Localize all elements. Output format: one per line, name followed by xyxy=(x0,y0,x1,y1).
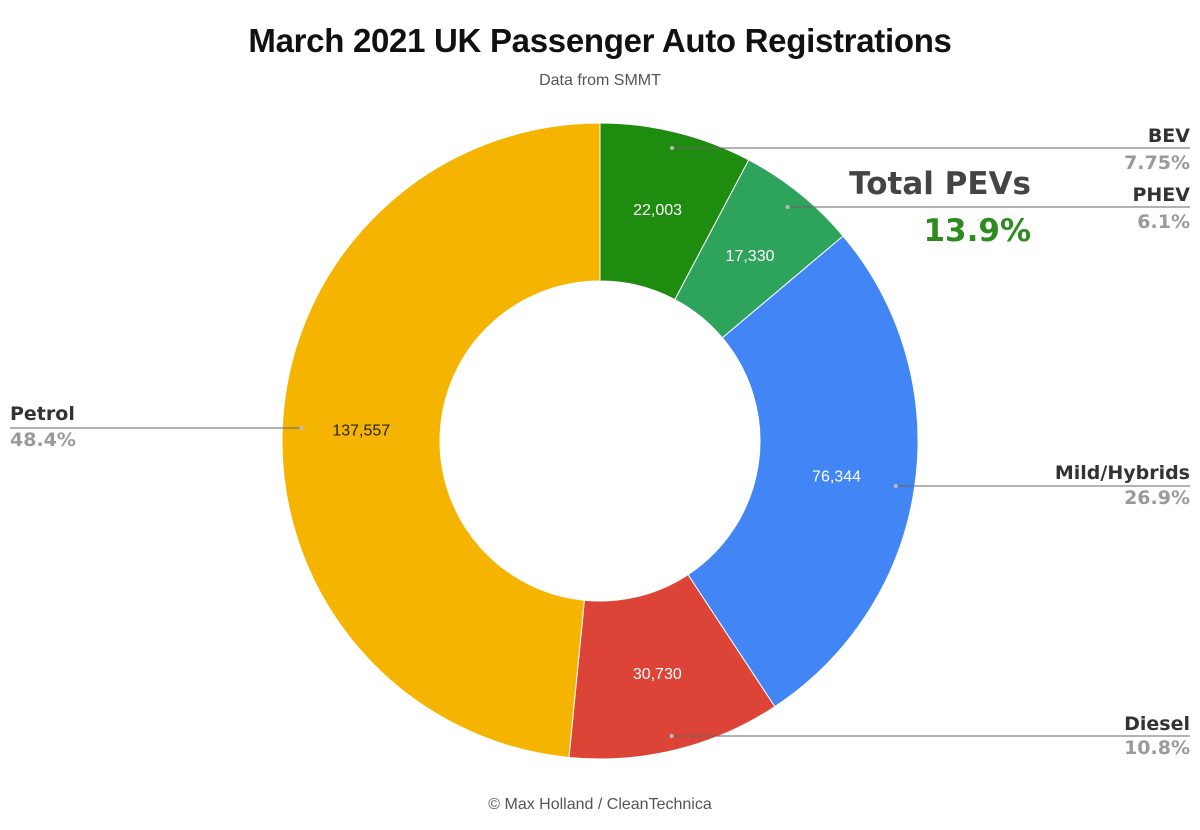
legend-name-petrol: Petrol xyxy=(10,403,75,425)
data-label-bev: 22,003 xyxy=(633,202,682,219)
slice-mild-hybrids xyxy=(687,235,919,708)
chart-subtitle: Data from SMMT xyxy=(539,72,661,89)
legend-name-diesel: Diesel xyxy=(1124,713,1190,735)
total-pevs-title: Total PEVs xyxy=(849,166,1031,202)
data-label-diesel: 30,730 xyxy=(633,666,682,683)
legend-pct-diesel: 10.8% xyxy=(1124,737,1190,759)
leader-dot-petrol xyxy=(299,426,304,430)
leader-dot-bev xyxy=(670,146,675,150)
legend-name-bev: BEV xyxy=(1148,125,1190,147)
leader-dot-phev xyxy=(785,205,790,209)
slice-petrol xyxy=(281,122,601,759)
total-pevs-value: 13.9% xyxy=(923,213,1031,249)
legend-name-phev: PHEV xyxy=(1132,184,1190,206)
legend-pct-mild-hybrids: 26.9% xyxy=(1124,487,1190,509)
legend-pct-phev: 6.1% xyxy=(1137,211,1190,233)
legend-name-mild-hybrids: Mild/Hybrids xyxy=(1055,462,1190,484)
leader-dot-diesel xyxy=(669,734,674,738)
legend-pct-bev: 7.75% xyxy=(1124,152,1190,174)
data-label-mild-hybrids: 76,344 xyxy=(812,468,861,485)
data-label-phev: 17,330 xyxy=(726,248,775,265)
chart-title: March 2021 UK Passenger Auto Registratio… xyxy=(248,22,952,59)
chart-footer: © Max Holland / CleanTechnica xyxy=(488,796,712,813)
leader-dot-mild-hybrids xyxy=(893,484,898,488)
legend-pct-petrol: 48.4% xyxy=(10,429,76,451)
data-label-petrol: 137,557 xyxy=(332,422,390,439)
